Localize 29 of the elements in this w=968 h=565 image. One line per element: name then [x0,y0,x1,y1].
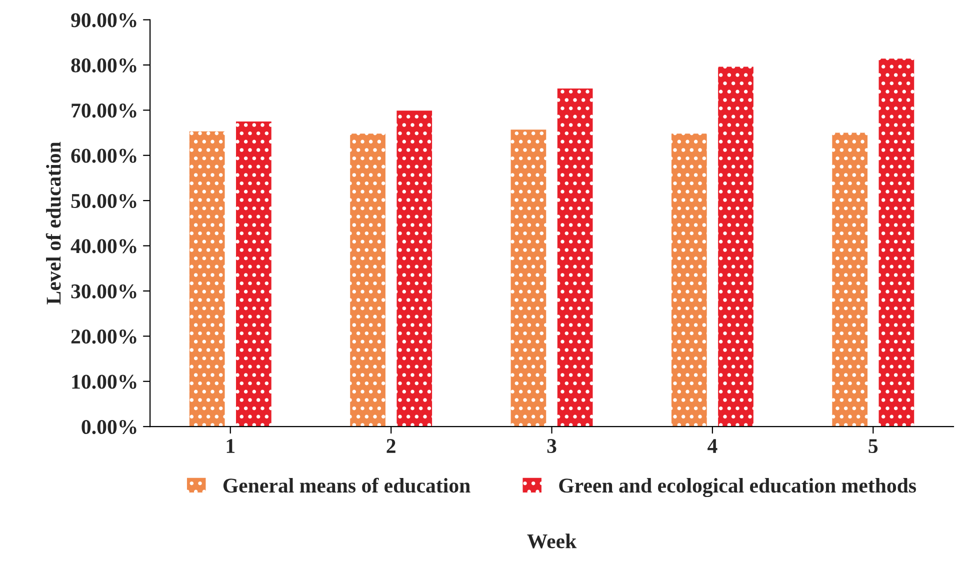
y-axis-title: Level of education [46,142,61,304]
bar [832,132,868,427]
y-tick-label: 60.00% [71,148,136,163]
x-tick-label: 4 [708,439,718,453]
legend-label: General means of education [223,478,470,493]
x-tick-label: 1 [226,439,235,453]
y-tick-label: 20.00% [71,330,136,344]
x-tick-label: 5 [868,439,878,454]
y-tick-label: 10.00% [72,374,136,389]
y-tick-label: 90.00% [71,13,136,28]
y-tick-label: 70.00% [72,104,136,118]
bar [236,121,272,427]
y-tick-label: 30.00% [71,284,136,298]
y-tick-label: 40.00% [70,239,136,254]
x-tick-label: 3 [547,439,556,454]
y-tick-label: 50.00% [71,194,136,208]
bar [671,134,707,427]
bar [878,58,914,427]
x-axis-title: Week [527,534,577,548]
bar [557,88,593,427]
bar [510,130,546,427]
y-tick-label: 80.00% [71,58,136,72]
bar [189,131,225,427]
bar [350,134,386,427]
bar [396,110,432,427]
bar [718,66,754,427]
legend-label: Green and ecological education methods [559,478,916,498]
y-tick-label: 0.00% [82,420,136,434]
x-tick-label: 2 [386,439,396,453]
